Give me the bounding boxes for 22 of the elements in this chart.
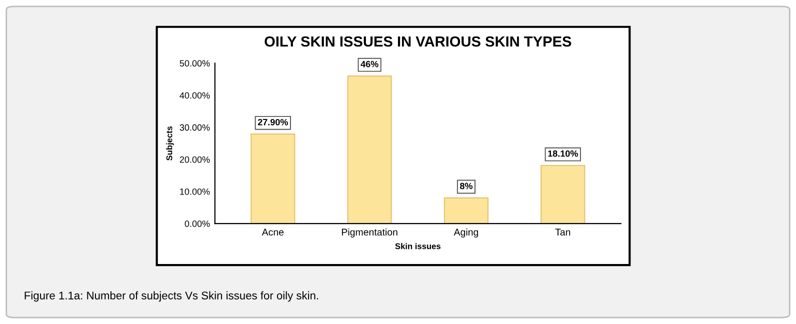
y-tick-label: 0.00% [184,220,210,227]
y-tick-label: 20.00% [180,156,210,163]
data-label: 27.90% [258,118,288,126]
y-axis-title: Subjects [166,126,174,160]
data-label: 8% [460,182,473,190]
bar [250,134,296,224]
y-tick-label: 30.00% [180,124,210,131]
data-label: 46% [360,60,378,68]
caption: Figure 1.1a: Number of subjects Vs Skin issues for oily skin. [24,291,318,302]
chart-title: OILY SKIN ISSUES IN VARIOUS SKIN TYPES [264,36,572,47]
y-tick-label: 10.00% [180,188,210,195]
data-label: 18.10% [548,150,578,157]
bar [347,75,392,224]
bar [540,164,586,224]
x-tick-label: Pigmentation [342,228,398,238]
x-tick-label: Tan [555,228,570,236]
y-tick-label: 40.00% [180,92,210,99]
x-axis-title: Skin issues [395,243,440,250]
y-tick-label: 50.00% [180,60,210,67]
bar [444,197,489,224]
x-tick-label: Aging [454,228,478,238]
x-tick-label: Acne [262,228,284,236]
